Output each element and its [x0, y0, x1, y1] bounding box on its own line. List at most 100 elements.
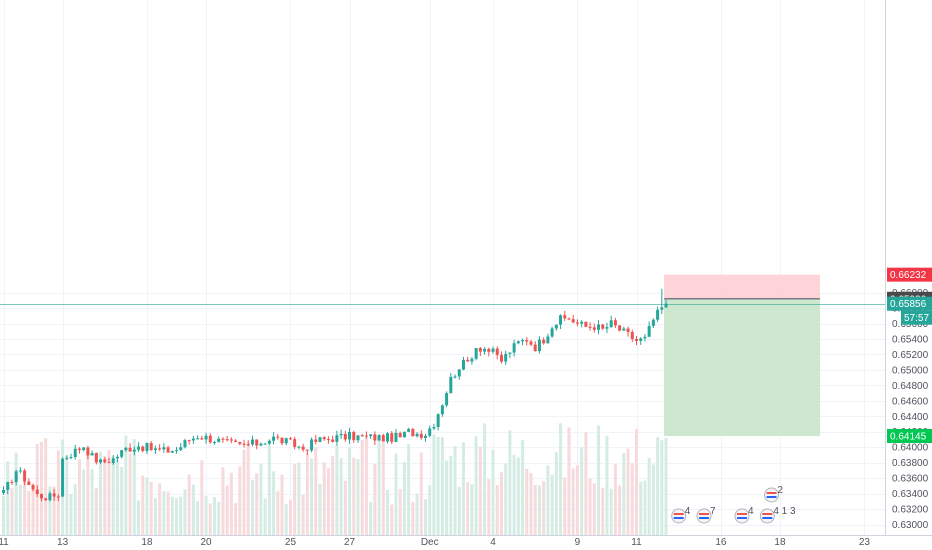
candle-body [487, 348, 491, 352]
volume-bar [208, 503, 212, 535]
candle-body [318, 437, 322, 442]
candle-body [512, 343, 516, 353]
price-tick-label: 0.65200 [892, 350, 929, 361]
candle [428, 425, 432, 438]
candle [322, 436, 326, 441]
candle-body [521, 340, 525, 342]
candle-body [449, 376, 453, 394]
stop-loss-zone[interactable] [664, 274, 820, 299]
take-profit-zone[interactable] [664, 298, 820, 436]
volume-bar [381, 439, 385, 535]
flag-stripe-icon [673, 513, 684, 515]
event-marker[interactable]: 7 [696, 506, 716, 524]
candle [187, 439, 191, 445]
volume-bar [432, 434, 436, 535]
volume-bar [639, 481, 643, 535]
event-count: 4 [685, 506, 691, 517]
volume-bar [369, 501, 373, 535]
volume-bar [584, 432, 588, 535]
flag-stripe-icon [766, 496, 777, 498]
time-axis[interactable]: 11 13 18 20 25 27 Dec 4 9 11 16 18 23 [0, 537, 870, 548]
candle-body [567, 318, 571, 320]
price-tick-label: 0.63200 [892, 505, 929, 516]
candle [360, 433, 364, 437]
candle-body [187, 440, 191, 442]
flag-stripe-icon [762, 517, 773, 519]
candle [415, 432, 419, 438]
candle [609, 315, 613, 328]
event-marker[interactable]: 4 [734, 506, 754, 524]
candle-body [373, 434, 377, 441]
candle-body [175, 450, 179, 452]
volume-bar [331, 455, 335, 535]
time-tick-label: 20 [200, 537, 212, 548]
candle [626, 326, 630, 337]
volume-bar [424, 499, 427, 535]
candle [82, 446, 86, 452]
candle-body [103, 459, 107, 463]
candle-body [647, 325, 651, 337]
volume-bar [276, 491, 280, 535]
candle [432, 423, 436, 431]
candle-body [377, 435, 381, 441]
volume-bar [149, 482, 153, 535]
candle [542, 337, 546, 345]
volume-bar [618, 485, 622, 535]
candle-body [111, 458, 115, 463]
event-marker[interactable]: 4 1 3 [759, 506, 796, 524]
volume-bar [132, 439, 136, 535]
flag-icon [764, 487, 780, 503]
candle [141, 445, 145, 453]
volume-bar [390, 504, 394, 535]
volume-bar [120, 466, 124, 535]
candle-body [310, 439, 314, 451]
volume-bar [647, 457, 651, 535]
candle [107, 457, 111, 464]
flag-icon [759, 508, 775, 524]
candle-body [639, 338, 643, 342]
volume-bar [373, 463, 377, 535]
volume-bar [284, 503, 288, 535]
volume-bar [137, 500, 141, 535]
candle [18, 467, 22, 474]
candle-body [90, 452, 94, 456]
candle-body [664, 303, 668, 308]
candle-body [18, 470, 22, 472]
volume-bar [495, 485, 499, 535]
candle-body [297, 446, 301, 448]
candle [369, 433, 373, 440]
price-tag-text: 0.65856 [890, 299, 927, 310]
candle-body [386, 433, 390, 442]
candle-body [457, 369, 461, 377]
volume-bar [242, 449, 246, 535]
candle-body [398, 432, 402, 438]
candle [580, 320, 584, 328]
short-position-tool[interactable] [664, 274, 820, 436]
candle-body [613, 320, 617, 326]
event-marker[interactable]: 4 [671, 506, 691, 524]
volume-bar [504, 463, 508, 535]
candle-body [356, 435, 360, 441]
candle-body [213, 442, 216, 444]
candle [339, 429, 343, 439]
candle [508, 352, 512, 359]
volume-bar [419, 452, 423, 535]
candle [115, 454, 119, 463]
candle-body [470, 358, 474, 362]
volume-bar [360, 439, 364, 535]
volume-bar [170, 496, 174, 535]
volume-bar [221, 467, 225, 535]
volume-bar [516, 457, 520, 535]
candle-body [44, 498, 48, 501]
candle-body [466, 359, 470, 362]
volume-bar [445, 460, 449, 535]
volume-bar [567, 427, 571, 535]
candle [499, 351, 503, 364]
event-markers[interactable]: 4 7 4 4 1 3 2 [671, 485, 796, 524]
candle [588, 322, 592, 331]
volume-bar [356, 459, 360, 535]
candle [453, 374, 457, 379]
event-marker[interactable]: 2 [764, 485, 784, 503]
volume-bar [470, 484, 474, 535]
